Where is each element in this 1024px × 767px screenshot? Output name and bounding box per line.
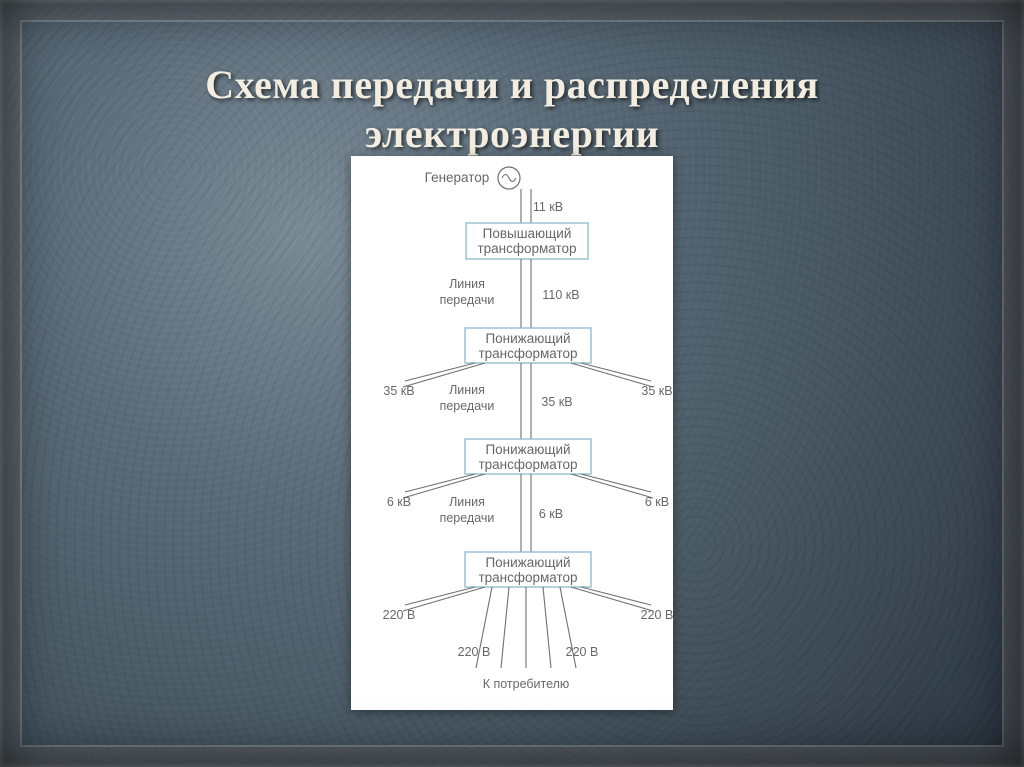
- tline-1a: Линия: [449, 277, 485, 291]
- branch-35kv-left-label: 35 кВ: [383, 384, 414, 398]
- consumer-220v-left: 220 В: [458, 645, 491, 659]
- tline-2b: передачи: [440, 399, 495, 413]
- tline-3a: Линия: [449, 495, 485, 509]
- generator-label: Генератор: [425, 170, 490, 185]
- voltage-35kv: 35 кВ: [541, 395, 572, 409]
- tline-1b: передачи: [440, 293, 495, 307]
- consumer-220v-right: 220 В: [566, 645, 599, 659]
- step-down-3-line2: трансформатор: [478, 570, 577, 585]
- branch-6kv-right: [571, 474, 653, 498]
- step-down-3-line1: Понижающий: [485, 555, 570, 570]
- voltage-11kv: 11 кВ: [533, 200, 563, 214]
- power-distribution-diagram: Генератор 11 кВ Повышающий трансформатор…: [351, 156, 673, 710]
- voltage-6kv: 6 кВ: [539, 507, 563, 521]
- title-line-1: Схема передачи и распределения: [205, 62, 819, 107]
- diagram-svg: Генератор 11 кВ Повышающий трансформатор…: [351, 156, 673, 710]
- consumer-lines: [476, 587, 576, 668]
- branch-220v-left-label: 220 В: [383, 608, 416, 622]
- slide-title: Схема передачи и распределения электроэн…: [0, 61, 1024, 159]
- tline-2a: Линия: [449, 383, 485, 397]
- branch-6kv-right-label: 6 кВ: [645, 495, 669, 509]
- step-up-line1: Повышающий: [483, 226, 572, 241]
- step-down-2-line2: трансформатор: [478, 457, 577, 472]
- step-up-line2: трансформатор: [477, 241, 576, 256]
- branch-6kv-left-label: 6 кВ: [387, 495, 411, 509]
- consumer-label: К потребителю: [483, 677, 570, 691]
- voltage-110kv: 110 кВ: [542, 288, 579, 302]
- step-down-1-line1: Понижающий: [485, 331, 570, 346]
- step-down-2-line1: Понижающий: [485, 442, 570, 457]
- title-line-2: электроэнергии: [365, 111, 659, 156]
- step-down-1-line2: трансформатор: [478, 346, 577, 361]
- branch-220v-right-label: 220 В: [641, 608, 673, 622]
- tline-3b: передачи: [440, 511, 495, 525]
- branch-35kv-right-label: 35 кВ: [641, 384, 672, 398]
